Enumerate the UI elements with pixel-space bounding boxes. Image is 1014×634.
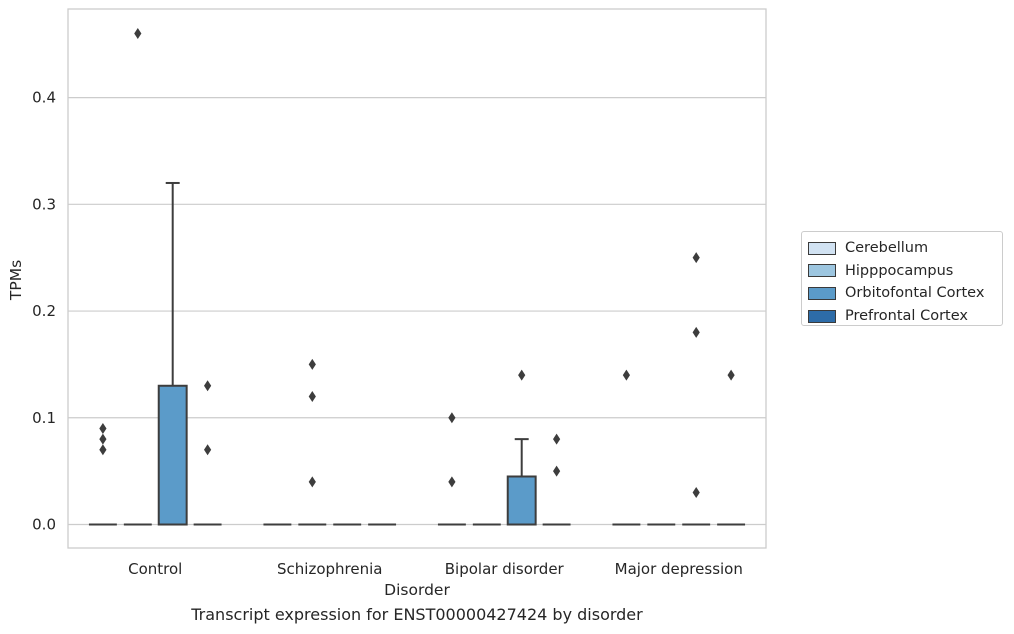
outlier-point bbox=[134, 28, 142, 40]
y-tick-labels: 0.0 0.1 0.2 0.3 0.4 bbox=[32, 89, 56, 534]
outlier-point bbox=[308, 476, 316, 488]
box-hipppocampus bbox=[298, 358, 327, 526]
outlier-point bbox=[204, 444, 212, 456]
outlier-point bbox=[308, 390, 316, 402]
legend-item: Prefrontal Cortex bbox=[808, 305, 1002, 328]
legend-swatch bbox=[808, 264, 836, 278]
box-orbitofontal-cortex bbox=[157, 181, 188, 526]
box-cerebellum bbox=[88, 422, 117, 526]
box-body bbox=[506, 475, 537, 526]
outlier-point bbox=[553, 433, 561, 445]
legend-swatch bbox=[808, 286, 836, 300]
y-tick-label: 0.4 bbox=[32, 89, 56, 107]
y-axis-label: TPMs bbox=[7, 260, 25, 301]
box-prefrontal-cortex bbox=[193, 380, 222, 526]
y-tick-label: 0.0 bbox=[32, 516, 56, 534]
plot-area-frame bbox=[67, 8, 767, 549]
legend-label: Cerebellum bbox=[845, 240, 929, 257]
legend-swatch bbox=[808, 309, 836, 323]
outlier-point bbox=[99, 444, 107, 456]
box-prefrontal-cortex bbox=[717, 369, 746, 526]
outlier-point bbox=[518, 369, 526, 381]
box-hipppocampus bbox=[123, 28, 152, 526]
x-tick-label: Schizophrenia bbox=[277, 560, 382, 578]
legend-item: Orbitofontal Cortex bbox=[808, 282, 1002, 305]
box-cerebellum bbox=[437, 412, 466, 526]
box-prefrontal-cortex bbox=[542, 433, 571, 526]
legend: Cerebellum Hipppocampus Orbitofontal Corte… bbox=[801, 231, 1003, 326]
outlier-point bbox=[308, 358, 316, 370]
outlier-point bbox=[448, 412, 456, 424]
outlier-point bbox=[727, 369, 735, 381]
box-orbitofontal-cortex bbox=[682, 252, 711, 526]
x-axis-label: Disorder bbox=[384, 581, 450, 599]
legend-item: Cerebellum bbox=[808, 237, 1002, 260]
legend-item: Hipppocampus bbox=[808, 260, 1002, 283]
legend-swatch bbox=[808, 241, 836, 255]
legend-label: Prefrontal Cortex bbox=[845, 308, 968, 325]
outlier-point bbox=[692, 252, 700, 264]
outlier-point bbox=[99, 422, 107, 434]
y-tick-label: 0.1 bbox=[32, 409, 56, 427]
outlier-point bbox=[448, 476, 456, 488]
box-cerebellum bbox=[612, 369, 641, 526]
outlier-point bbox=[553, 465, 561, 477]
y-tick-label: 0.2 bbox=[32, 302, 56, 320]
legend-label: Orbitofontal Cortex bbox=[845, 285, 985, 302]
outlier-point bbox=[692, 326, 700, 338]
y-tick-label: 0.3 bbox=[32, 195, 56, 213]
x-tick-label: Control bbox=[128, 560, 182, 578]
x-tick-label: Bipolar disorder bbox=[445, 560, 565, 578]
outlier-point bbox=[204, 380, 212, 392]
legend-label: Hipppocampus bbox=[845, 262, 954, 279]
x-tick-labels: Control Schizophrenia Bipolar disorder Majo… bbox=[128, 560, 743, 578]
box-plot-series bbox=[88, 28, 746, 526]
outlier-point bbox=[692, 486, 700, 498]
outlier-point bbox=[622, 369, 630, 381]
outlier-point bbox=[99, 433, 107, 445]
x-tick-label: Major depression bbox=[615, 560, 743, 578]
chart-caption: Transcript expression for ENST0000042742… bbox=[191, 605, 643, 624]
box-body bbox=[157, 384, 188, 526]
box-orbitofontal-cortex bbox=[506, 369, 537, 526]
